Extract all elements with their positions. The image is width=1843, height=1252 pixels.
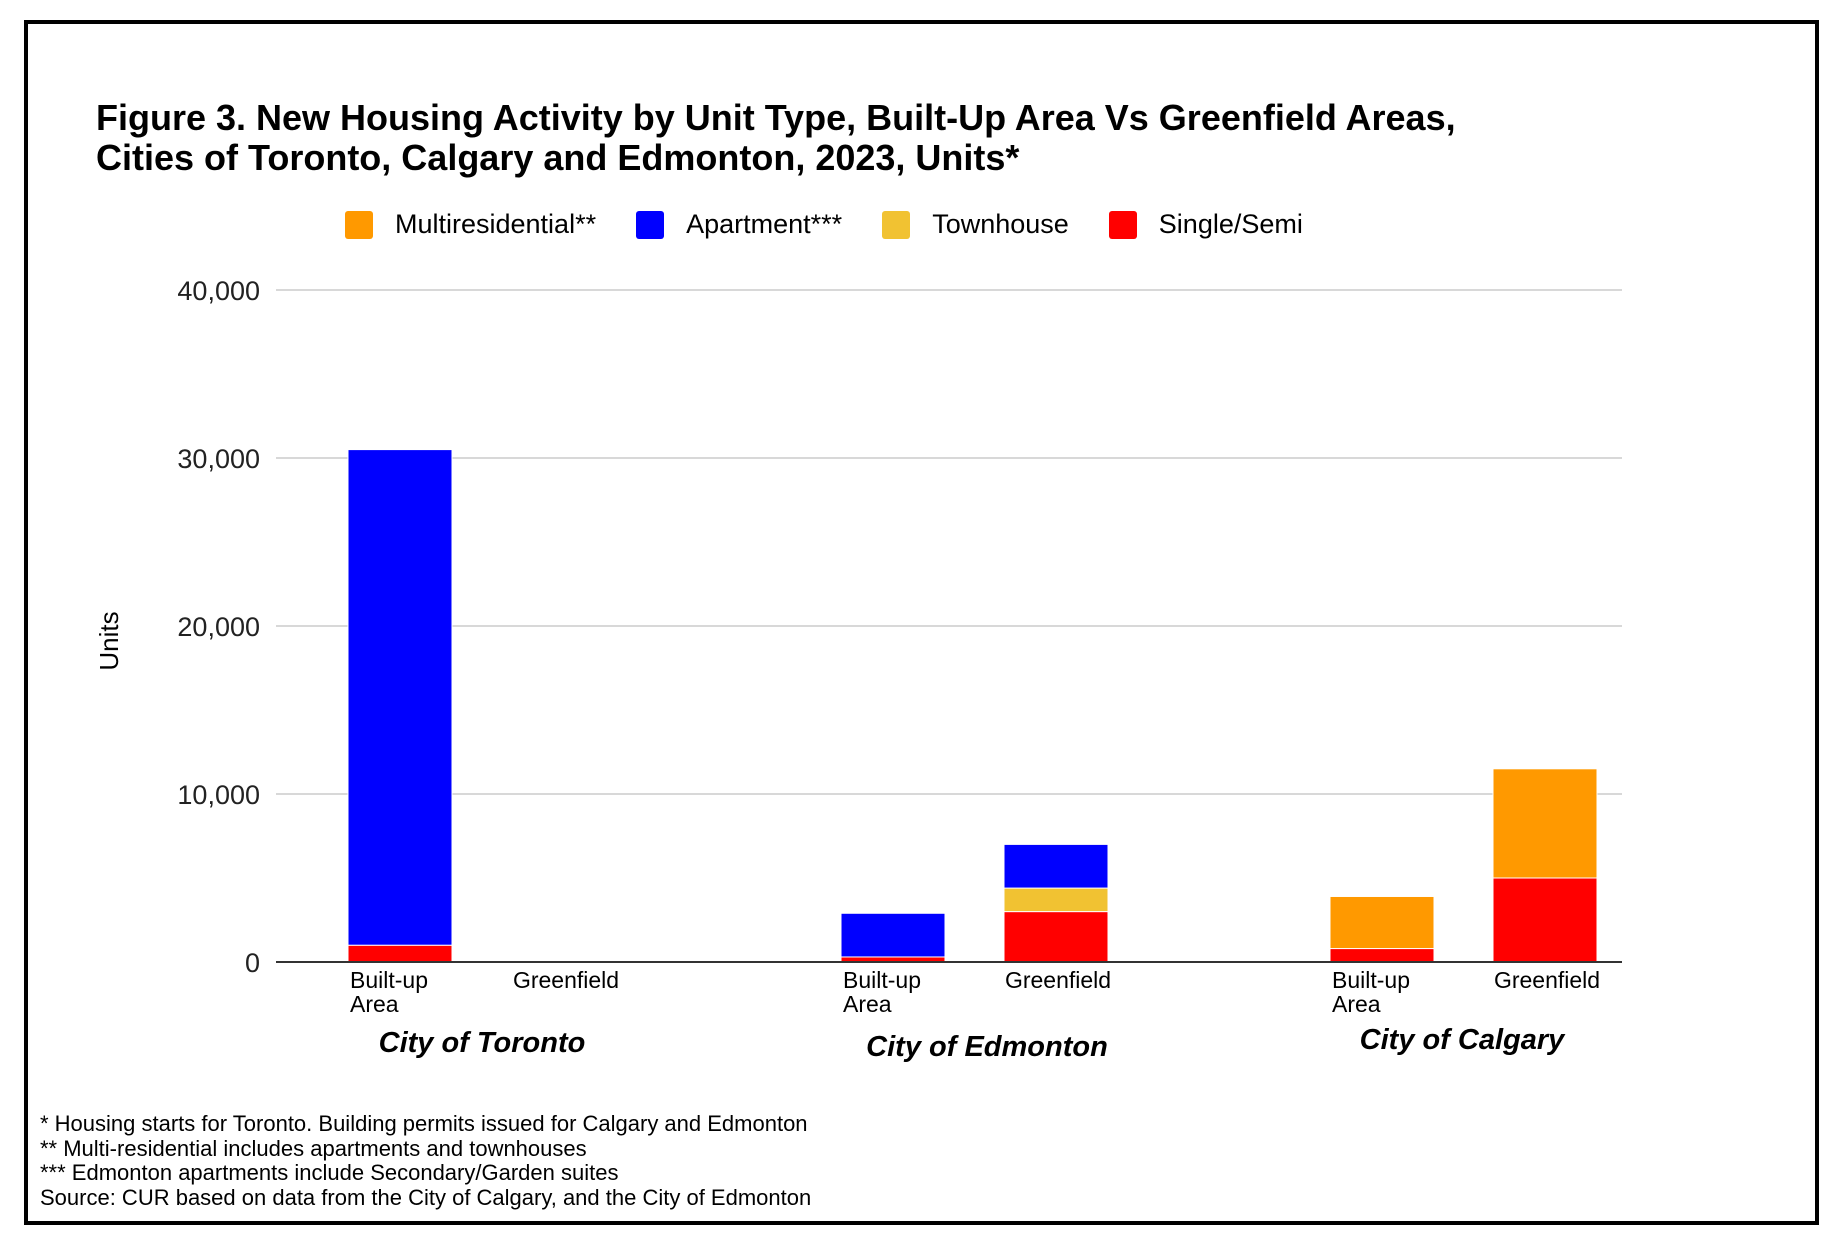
legend-item-multiresidential: Multiresidential** <box>345 209 596 240</box>
group-label-city-of-edmonton: City of Edmonton <box>866 1031 1108 1063</box>
legend-swatch-single-semi <box>1108 210 1137 239</box>
legend-item-townhouse: Townhouse <box>882 209 1069 240</box>
legend-label-apartment: Apartment*** <box>686 209 843 239</box>
y-tick-label-20000: 20,000 <box>177 612 260 642</box>
bar-city-of-edmonton-greenfield-apartment <box>1003 843 1109 889</box>
x-category-label-city-of-calgary-built-up-area-line-1: Built-up <box>1332 967 1410 993</box>
x-category-label-city-of-toronto-built-up-area-line-1: Built-up <box>350 967 428 993</box>
bar-city-of-edmonton-built-up-area-apartment <box>840 912 946 958</box>
bar-city-of-calgary-built-up-area-single-semi <box>1329 948 1435 963</box>
bar-city-of-calgary-greenfield-multiresidential <box>1492 768 1598 879</box>
y-tick-label-0: 0 <box>245 948 260 978</box>
legend-label-single-semi: Single/Semi <box>1158 209 1303 239</box>
x-category-label-city-of-calgary-built-up-area-line-2: Area <box>1332 991 1381 1017</box>
legend-swatch-townhouse <box>882 210 911 239</box>
figure-frame <box>24 20 1819 1225</box>
x-category-label-city-of-edmonton-built-up-area-line-2: Area <box>843 991 892 1017</box>
legend-item-apartment: Apartment*** <box>636 209 842 240</box>
x-category-label-city-of-toronto-greenfield-line-1: Greenfield <box>513 967 619 993</box>
legend-swatch-apartment <box>636 210 665 239</box>
chart-title: Figure 3. New Housing Activity by Unit T… <box>96 98 1736 178</box>
footnote-edmonton-apartments: *** Edmonton apartments include Secondar… <box>40 1160 619 1185</box>
footnote-multi-residential: ** Multi-residential includes apartments… <box>40 1135 587 1161</box>
y-axis-title: Units <box>94 611 124 670</box>
bar-city-of-edmonton-greenfield-townhouse <box>1003 887 1109 913</box>
group-label-city-of-toronto: City of Toronto <box>379 1027 586 1059</box>
chart-title-line-1: Figure 3. New Housing Activity by Unit T… <box>96 97 1456 138</box>
x-category-label-city-of-calgary-greenfield-line-1: Greenfield <box>1494 967 1600 993</box>
footnote-housing-starts: * Housing starts for Toronto. Building p… <box>40 1111 808 1136</box>
bar-city-of-calgary-built-up-area-multiresidential <box>1329 895 1435 950</box>
legend-label-multiresidential: Multiresidential** <box>395 209 597 239</box>
y-tick-label-40000: 40,000 <box>177 276 260 306</box>
x-category-label-city-of-toronto-built-up-area-line-2: Area <box>350 991 399 1017</box>
legend-label-townhouse: Townhouse <box>932 209 1069 239</box>
bar-city-of-toronto-built-up-area-single-semi <box>347 944 453 963</box>
x-category-label-city-of-edmonton-built-up-area-line-1: Built-up <box>843 967 921 993</box>
chart-legend: Multiresidential** Apartment*** Townhous… <box>345 209 1303 240</box>
legend-swatch-multiresidential <box>345 210 373 239</box>
y-tick-label-30000: 30,000 <box>177 444 260 474</box>
group-label-city-of-calgary: City of Calgary <box>1360 1024 1567 1056</box>
bar-city-of-calgary-greenfield-single-semi <box>1492 877 1598 963</box>
footnotes: * Housing starts for Toronto. Building p… <box>40 1111 812 1210</box>
y-tick-label-10000: 10,000 <box>177 780 260 810</box>
bar-city-of-edmonton-greenfield-single-semi <box>1003 911 1109 963</box>
x-category-label-city-of-edmonton-greenfield-line-1: Greenfield <box>1005 967 1111 993</box>
legend-item-single-semi: Single/Semi <box>1108 209 1303 240</box>
footnote-source: Source: CUR based on data from the City … <box>40 1184 812 1210</box>
chart-title-line-2: Cities of Toronto, Calgary and Edmonton,… <box>96 137 1020 178</box>
bar-city-of-toronto-built-up-area-apartment <box>347 449 453 946</box>
